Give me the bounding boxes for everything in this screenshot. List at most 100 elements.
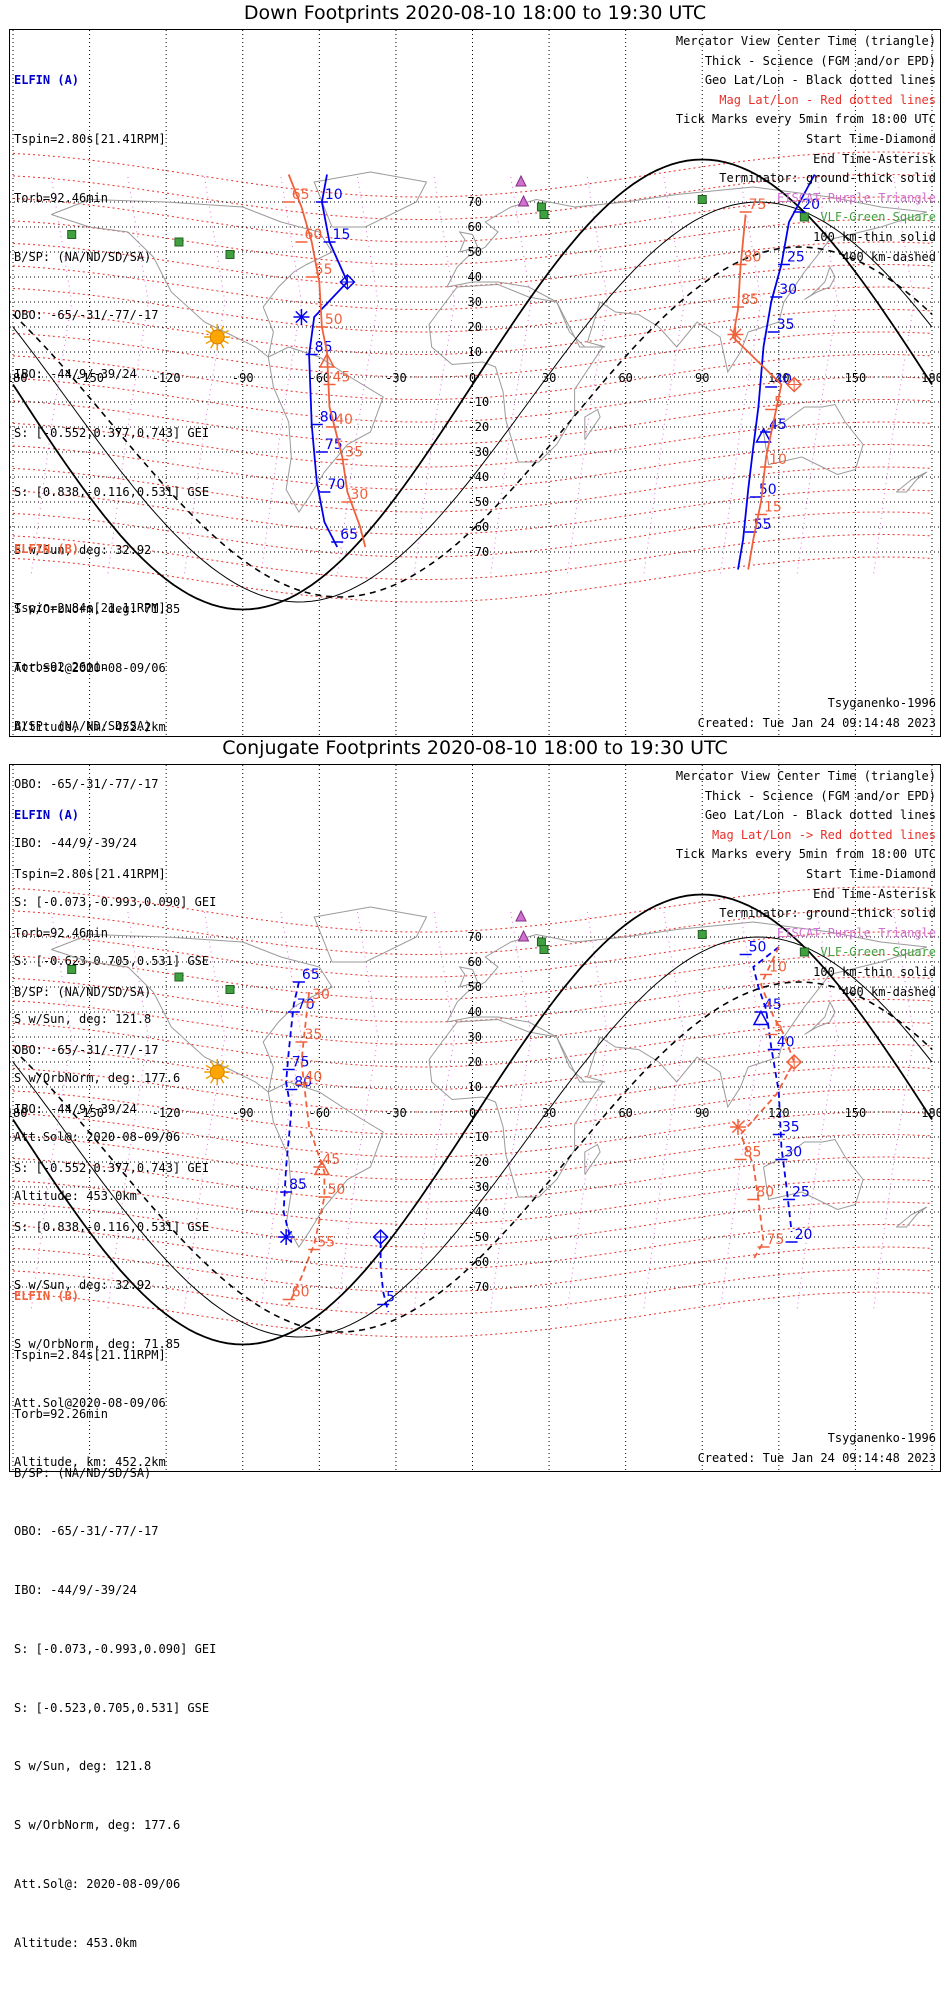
sun-ray bbox=[220, 1077, 225, 1084]
lat-tick-label: 50 bbox=[468, 245, 482, 259]
mag-lon-line bbox=[336, 911, 379, 1313]
legend-entry: Thick - Science (FGM and/or EPD) bbox=[704, 53, 936, 68]
elfin-b-info: ELFIN (B) Tspin=2.84s[21.11RPM] Torb=92.… bbox=[14, 1248, 216, 1993]
time-tick-label: 25 bbox=[792, 1185, 810, 1201]
mag-lon-line bbox=[260, 176, 303, 578]
legend-entry: Tick Marks every 5min from 18:00 UTC bbox=[675, 112, 936, 127]
axis-labels: -180 -150 -120 -90 -60 -30 0 30 60 90 120 150 180 70 6… bbox=[10, 930, 940, 1294]
lat-tick-label: 50 bbox=[468, 980, 482, 994]
elfin-b-label: ELFIN (B) bbox=[14, 1289, 80, 1304]
time-tick-label: 15 bbox=[333, 227, 351, 243]
info-line: S w/Sun, deg: 121.8 bbox=[14, 1012, 152, 1027]
time-tick-label: 50 bbox=[327, 1182, 345, 1198]
info-line: S: [-0.552,0.377,0.743] GEI bbox=[14, 1160, 210, 1175]
legend-entry: Geo Lat/Lon - Black dotted lines bbox=[704, 73, 936, 88]
time-tick-label: 85 bbox=[744, 1145, 762, 1161]
coastline bbox=[804, 1000, 836, 1035]
mag-lat-line bbox=[12, 533, 933, 581]
lon-tick-label: -90 bbox=[232, 1106, 254, 1120]
map-frame bbox=[9, 29, 941, 737]
lat-tick-label: -40 bbox=[468, 470, 490, 484]
sun-ray bbox=[222, 1064, 229, 1070]
track-line bbox=[739, 946, 796, 1260]
coastline bbox=[895, 1206, 928, 1228]
time-tick-label: 10 bbox=[325, 187, 343, 203]
lon-tick-label: 150 bbox=[845, 371, 867, 385]
time-tick-label: 10 bbox=[769, 452, 787, 468]
sun-ray bbox=[222, 329, 229, 335]
coastline bbox=[313, 906, 428, 963]
legend-entry: EISCAT-Purple Triangle bbox=[777, 925, 936, 940]
coastline bbox=[458, 231, 479, 253]
lon-tick-label: -180 bbox=[10, 1106, 27, 1120]
vlf-station-marker bbox=[174, 972, 184, 982]
mag-lon-line bbox=[566, 176, 609, 578]
terminators bbox=[12, 893, 933, 1346]
info-line: S: [-0.073,-0.993,0.090] GEI bbox=[14, 1641, 217, 1656]
lat-tick-label: -20 bbox=[468, 420, 490, 434]
time-tick-label: 75 bbox=[749, 197, 767, 213]
time-tick-label: 30 bbox=[779, 282, 797, 298]
track-line bbox=[282, 981, 300, 1243]
info-line: Torb=92.26min bbox=[14, 1406, 108, 1421]
lat-tick-label: -50 bbox=[468, 495, 490, 509]
lon-tick-label: 90 bbox=[695, 371, 709, 385]
lat-tick-label: 60 bbox=[468, 955, 482, 969]
coastline bbox=[267, 1081, 384, 1248]
time-tick-label: 30 bbox=[350, 487, 368, 503]
legend-entry: Terminator: ground-thick solid bbox=[719, 906, 936, 921]
info-line: Torb=92.46min bbox=[14, 925, 108, 940]
legend-entry: Start Time-Diamond bbox=[805, 131, 936, 146]
info-line: S w/OrbNorm, deg: 177.6 bbox=[14, 1071, 181, 1086]
track-line bbox=[379, 1242, 390, 1313]
lon-tick-label: -150 bbox=[75, 371, 104, 385]
mag-lat-line bbox=[12, 1021, 933, 1068]
info-line: S: [-0.552,0.377,0.743] GEI bbox=[14, 425, 210, 440]
mag-lon-line bbox=[260, 911, 303, 1313]
time-tick-label: 55 bbox=[315, 262, 333, 278]
sun-icon bbox=[204, 1059, 231, 1085]
time-tick-label: 85 bbox=[741, 292, 759, 308]
lon-tick-label: 60 bbox=[618, 371, 632, 385]
elfin-a-track: 50 45 40 35 30 25 20 bbox=[739, 940, 812, 1243]
legend-entry: 400 km-dashed bbox=[842, 984, 936, 999]
coastline bbox=[446, 921, 928, 1109]
lat-tick-label: 20 bbox=[468, 1055, 482, 1069]
elfin-a-info: ELFIN (A) Tspin=2.80s[21.41RPM] Torb=92.… bbox=[14, 32, 209, 777]
sun-ray bbox=[205, 1074, 212, 1080]
vlf-station-marker bbox=[225, 250, 235, 259]
lon-tick-label: -60 bbox=[308, 1106, 330, 1120]
eiscat-station-marker bbox=[517, 929, 530, 942]
time-tick-label: 75 bbox=[767, 1232, 785, 1248]
vlf-station-marker bbox=[697, 195, 707, 204]
sun-ray bbox=[222, 339, 229, 345]
mag-lat-line bbox=[12, 241, 933, 288]
vlf-station-marker bbox=[67, 230, 77, 239]
lat-tick-label: 70 bbox=[468, 930, 482, 944]
lon-tick-label: 180 bbox=[921, 1106, 940, 1120]
time-tick-label: 10 bbox=[769, 960, 787, 976]
time-tick-label: 40 bbox=[335, 412, 353, 428]
time-tick-label: 35 bbox=[782, 1120, 800, 1136]
ground-terminator bbox=[12, 893, 933, 1346]
lat-tick-label: -60 bbox=[468, 520, 490, 534]
track-line bbox=[731, 214, 783, 570]
lat-tick-label: -40 bbox=[468, 1205, 490, 1219]
mag-lat-line bbox=[12, 1268, 933, 1316]
elfin-b-track: 75 80 85 5 10 15 bbox=[727, 197, 803, 570]
info-line: OBO: -65/-31/-77/-17 bbox=[14, 1524, 159, 1539]
mag-lat-line bbox=[12, 908, 933, 956]
legend-entry: Thick - Science (FGM and/or EPD) bbox=[704, 788, 936, 803]
track-line bbox=[752, 946, 793, 1233]
mercator-map: -180-150-120-90-60-300306090120150180706… bbox=[10, 30, 940, 736]
time-tick-label: 45 bbox=[322, 1152, 340, 1168]
time-tick-label: 35 bbox=[304, 1027, 322, 1043]
coastline bbox=[51, 198, 333, 358]
info-line: IBO: -44/9/-39/24 bbox=[14, 836, 137, 851]
lat-tick-label: 10 bbox=[468, 1080, 482, 1094]
legend-entry: Mercator View Center Time (triangle) bbox=[675, 769, 936, 783]
vlf-station-marker bbox=[174, 237, 184, 247]
lat-tick-label: 70 bbox=[468, 195, 482, 209]
legend-entry: 100 km-thin solid bbox=[813, 964, 936, 979]
info-line: S: [-0.523,0.705,0.531] GSE bbox=[14, 1700, 210, 1715]
